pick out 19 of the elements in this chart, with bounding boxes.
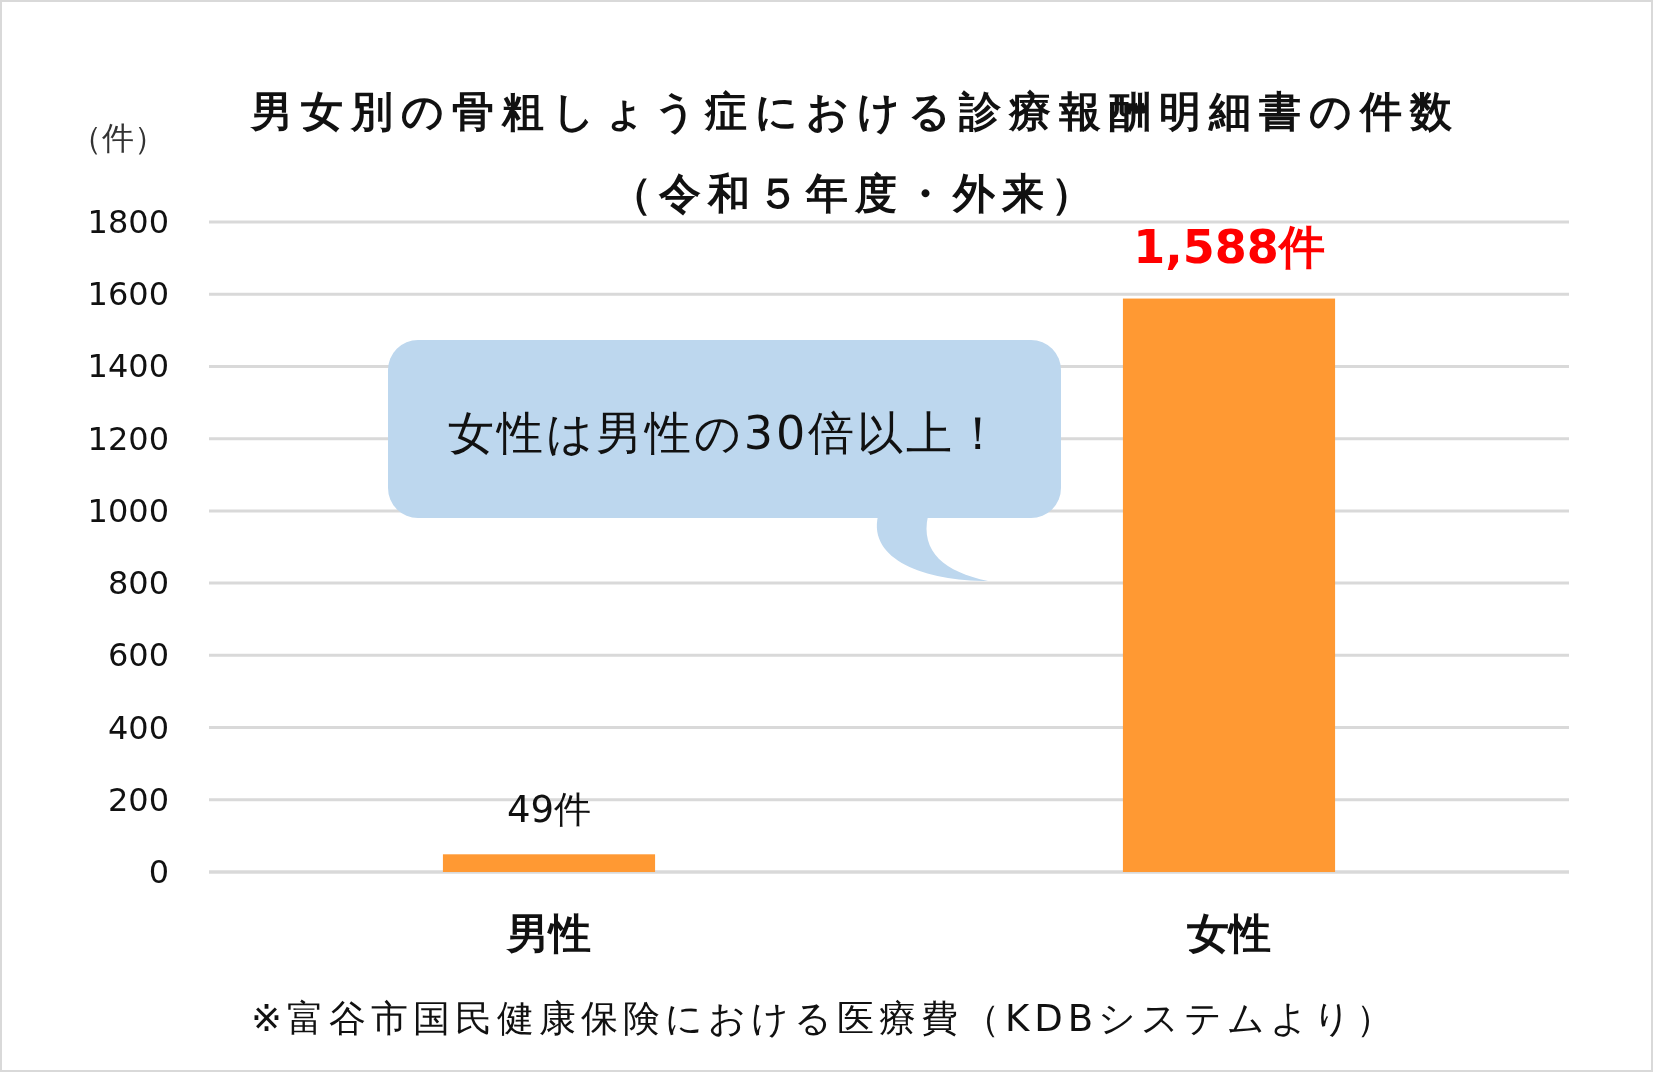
data-label: 1,588件 (1133, 219, 1325, 274)
y-tick-label: 1000 (87, 491, 169, 530)
text: ※富谷市国民健康保険における医療費（KDBシステムより） (251, 997, 1399, 1040)
y-tick-label: 0 (148, 853, 169, 891)
y-tick-label: 200 (107, 780, 169, 819)
y-tick-label: 1200 (87, 419, 169, 458)
chart-title: 男女別の骨粗しょう症における診療報酬明細書の件数 (248, 87, 1460, 136)
y-tick-label: 1800 (87, 203, 169, 241)
y-tick-label: 1600 (87, 275, 169, 314)
y-tick-label: 1400 (87, 347, 169, 386)
y-tick-label: 400 (107, 708, 169, 747)
y-tick-label: 800 (107, 564, 169, 603)
annotation: 女性は男性の30倍以上！ (447, 406, 1005, 460)
chart-subtitle: （令和５年度・外来） (610, 169, 1100, 218)
x-tick-label: 男性 (505, 909, 591, 958)
x-tick-label: 女性 (1186, 909, 1271, 958)
y-axis-title: （件） (70, 119, 166, 157)
y-tick-label: 600 (107, 636, 169, 675)
data-label: 49件 (506, 788, 592, 832)
